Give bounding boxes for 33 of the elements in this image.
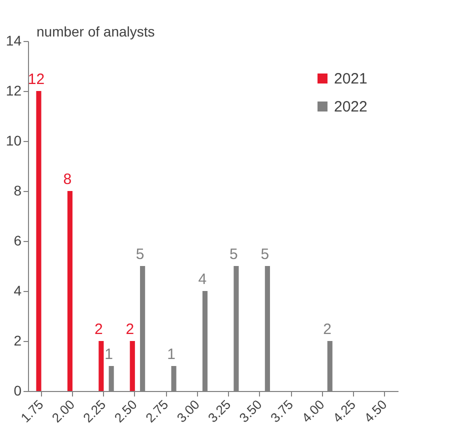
x-tick-label: 3.00	[174, 396, 202, 426]
bar	[67, 191, 72, 391]
data-label: 8	[63, 171, 72, 188]
x-tick-label: 3.75	[268, 396, 296, 426]
x-tick-label: 4.25	[330, 396, 358, 426]
y-tick-label: 4	[14, 282, 22, 298]
bar	[130, 341, 135, 391]
data-label: 1	[167, 346, 176, 363]
data-label: 2	[94, 321, 103, 338]
data-label: 12	[28, 71, 45, 88]
data-label: 5	[230, 246, 238, 263]
data-label: 1	[104, 346, 113, 363]
data-label: 2	[323, 321, 332, 338]
y-tick-label: 8	[14, 182, 22, 198]
x-tick-label: 3.25	[205, 396, 234, 426]
y-axis-title: number of analysts	[36, 24, 155, 40]
bar	[98, 341, 104, 391]
bar	[36, 91, 42, 391]
x-tick-label: 4.00	[298, 396, 328, 426]
y-tick-label: 10	[6, 132, 22, 148]
y-tick-label: 2	[14, 332, 22, 348]
y-tick-label: 12	[6, 82, 22, 98]
x-tick-label: 4.50	[361, 396, 390, 426]
y-tick-label: 0	[14, 382, 22, 398]
legend-label: 2022	[334, 98, 368, 116]
data-label: 2	[126, 321, 134, 338]
x-tick-label: 3.50	[236, 396, 265, 426]
data-label: 4	[198, 271, 207, 288]
data-label: 5	[136, 246, 144, 263]
data-label: 5	[260, 246, 270, 263]
legend-label: 2021	[334, 70, 368, 88]
y-tick-label: 6	[14, 232, 22, 248]
y-tick-label: 14	[6, 32, 22, 48]
